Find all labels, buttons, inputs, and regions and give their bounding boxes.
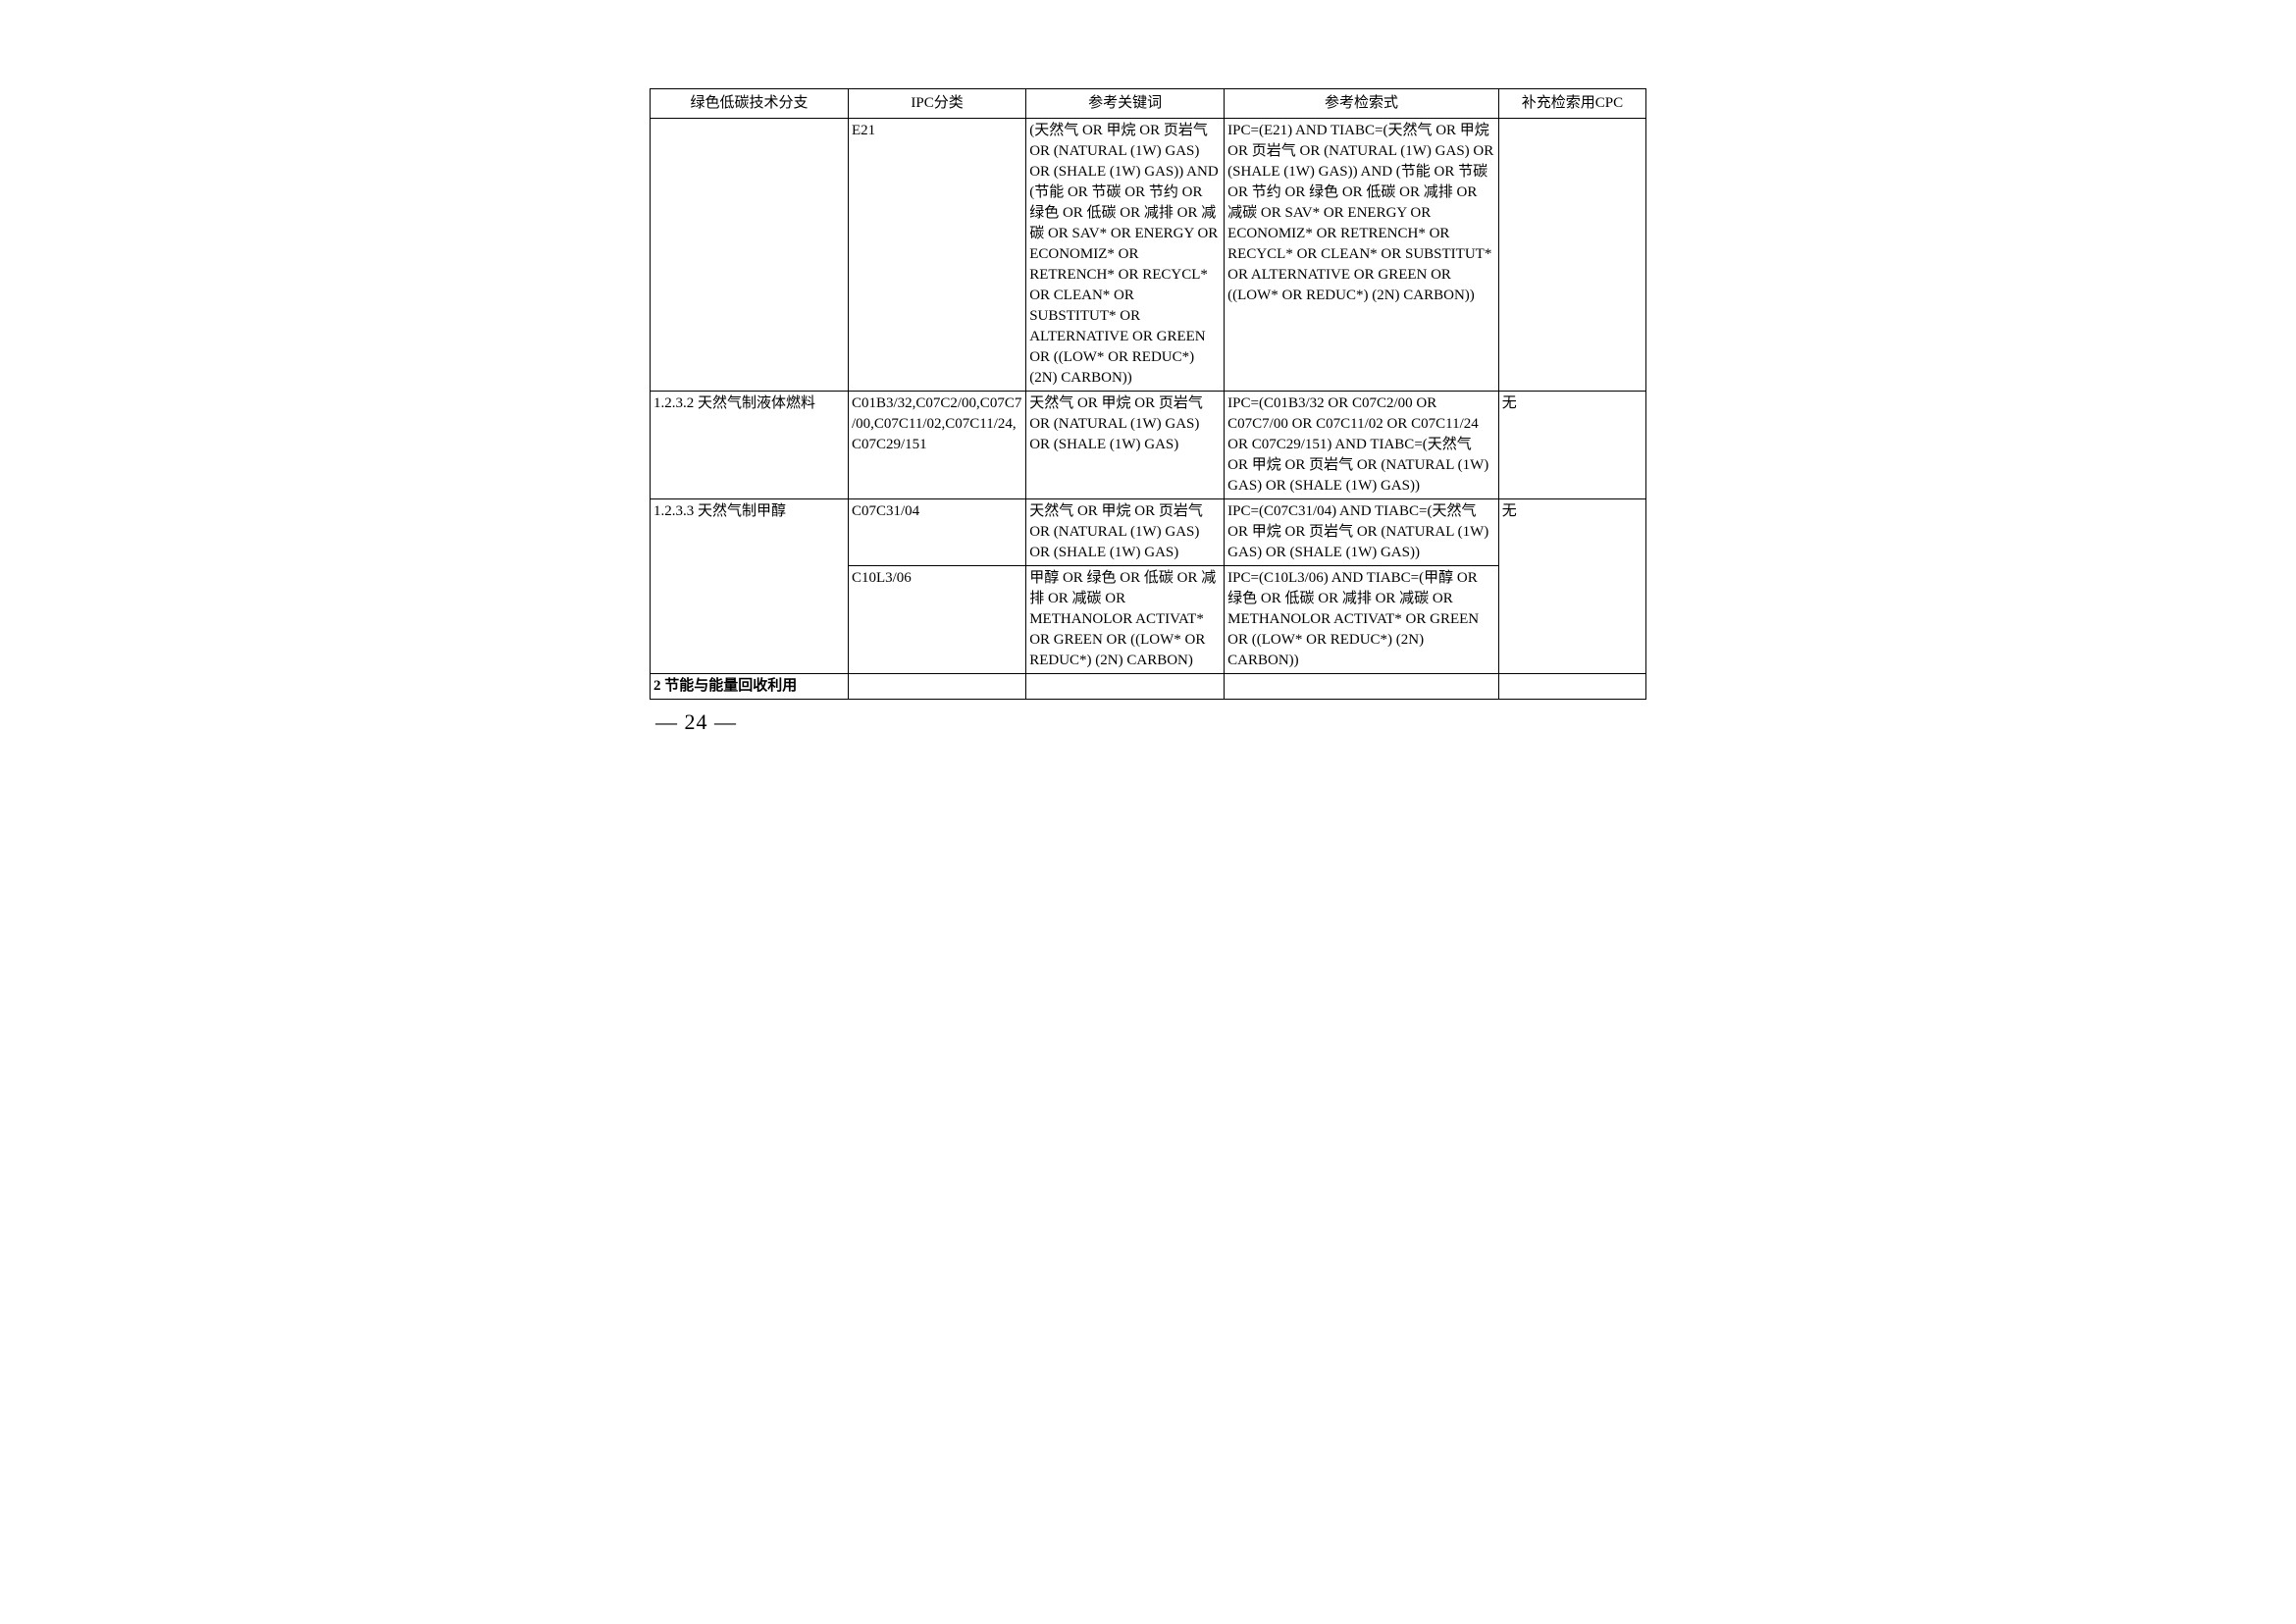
- header-branch: 绿色低碳技术分支: [651, 89, 849, 119]
- cell-ipc: [848, 674, 1025, 700]
- table-header-row: 绿色低碳技术分支 IPC分类 参考关键词 参考检索式 补充检索用CPC: [651, 89, 1646, 119]
- cell-ipc: E21: [848, 119, 1025, 392]
- header-ipc: IPC分类: [848, 89, 1025, 119]
- cell-branch: [651, 119, 849, 392]
- cell-cpc: [1498, 674, 1645, 700]
- table-row: E21(天然气 OR 甲烷 OR 页岩气 OR (NATURAL (1W) GA…: [651, 119, 1646, 392]
- cell-branch: 2 节能与能量回收利用: [651, 674, 849, 700]
- cell-ipc: C10L3/06: [848, 566, 1025, 674]
- cell-keywords: 天然气 OR 甲烷 OR 页岩气 OR (NATURAL (1W) GAS) O…: [1026, 499, 1225, 566]
- classification-table: 绿色低碳技术分支 IPC分类 参考关键词 参考检索式 补充检索用CPC E21(…: [650, 88, 1646, 700]
- page-container: 绿色低碳技术分支 IPC分类 参考关键词 参考检索式 补充检索用CPC E21(…: [650, 88, 1646, 735]
- table-row: 1.2.3.3 天然气制甲醇C07C31/04天然气 OR 甲烷 OR 页岩气 …: [651, 499, 1646, 566]
- page-number: — 24 —: [655, 709, 1646, 735]
- cell-branch: 1.2.3.2 天然气制液体燃料: [651, 392, 849, 499]
- cell-cpc: 无: [1498, 392, 1645, 499]
- cell-cpc: [1498, 119, 1645, 392]
- cell-branch: 1.2.3.3 天然气制甲醇: [651, 499, 849, 674]
- cell-keywords: [1026, 674, 1225, 700]
- header-cpc: 补充检索用CPC: [1498, 89, 1645, 119]
- table-row: 2 节能与能量回收利用: [651, 674, 1646, 700]
- cell-keywords: (天然气 OR 甲烷 OR 页岩气 OR (NATURAL (1W) GAS) …: [1026, 119, 1225, 392]
- cell-cpc: 无: [1498, 499, 1645, 674]
- cell-ipc: C07C31/04: [848, 499, 1025, 566]
- header-query: 参考检索式: [1225, 89, 1499, 119]
- table-row: 1.2.3.2 天然气制液体燃料C01B3/32,C07C2/00,C07C7/…: [651, 392, 1646, 499]
- cell-keywords: 甲醇 OR 绿色 OR 低碳 OR 减排 OR 减碳 OR METHANOLOR…: [1026, 566, 1225, 674]
- cell-query: IPC=(E21) AND TIABC=(天然气 OR 甲烷 OR 页岩气 OR…: [1225, 119, 1499, 392]
- cell-keywords: 天然气 OR 甲烷 OR 页岩气 OR (NATURAL (1W) GAS) O…: [1026, 392, 1225, 499]
- cell-query: IPC=(C10L3/06) AND TIABC=(甲醇 OR 绿色 OR 低碳…: [1225, 566, 1499, 674]
- table-body: E21(天然气 OR 甲烷 OR 页岩气 OR (NATURAL (1W) GA…: [651, 119, 1646, 700]
- cell-query: IPC=(C01B3/32 OR C07C2/00 OR C07C7/00 OR…: [1225, 392, 1499, 499]
- cell-query: IPC=(C07C31/04) AND TIABC=(天然气 OR 甲烷 OR …: [1225, 499, 1499, 566]
- header-keywords: 参考关键词: [1026, 89, 1225, 119]
- cell-ipc: C01B3/32,C07C2/00,C07C7/00,C07C11/02,C07…: [848, 392, 1025, 499]
- cell-query: [1225, 674, 1499, 700]
